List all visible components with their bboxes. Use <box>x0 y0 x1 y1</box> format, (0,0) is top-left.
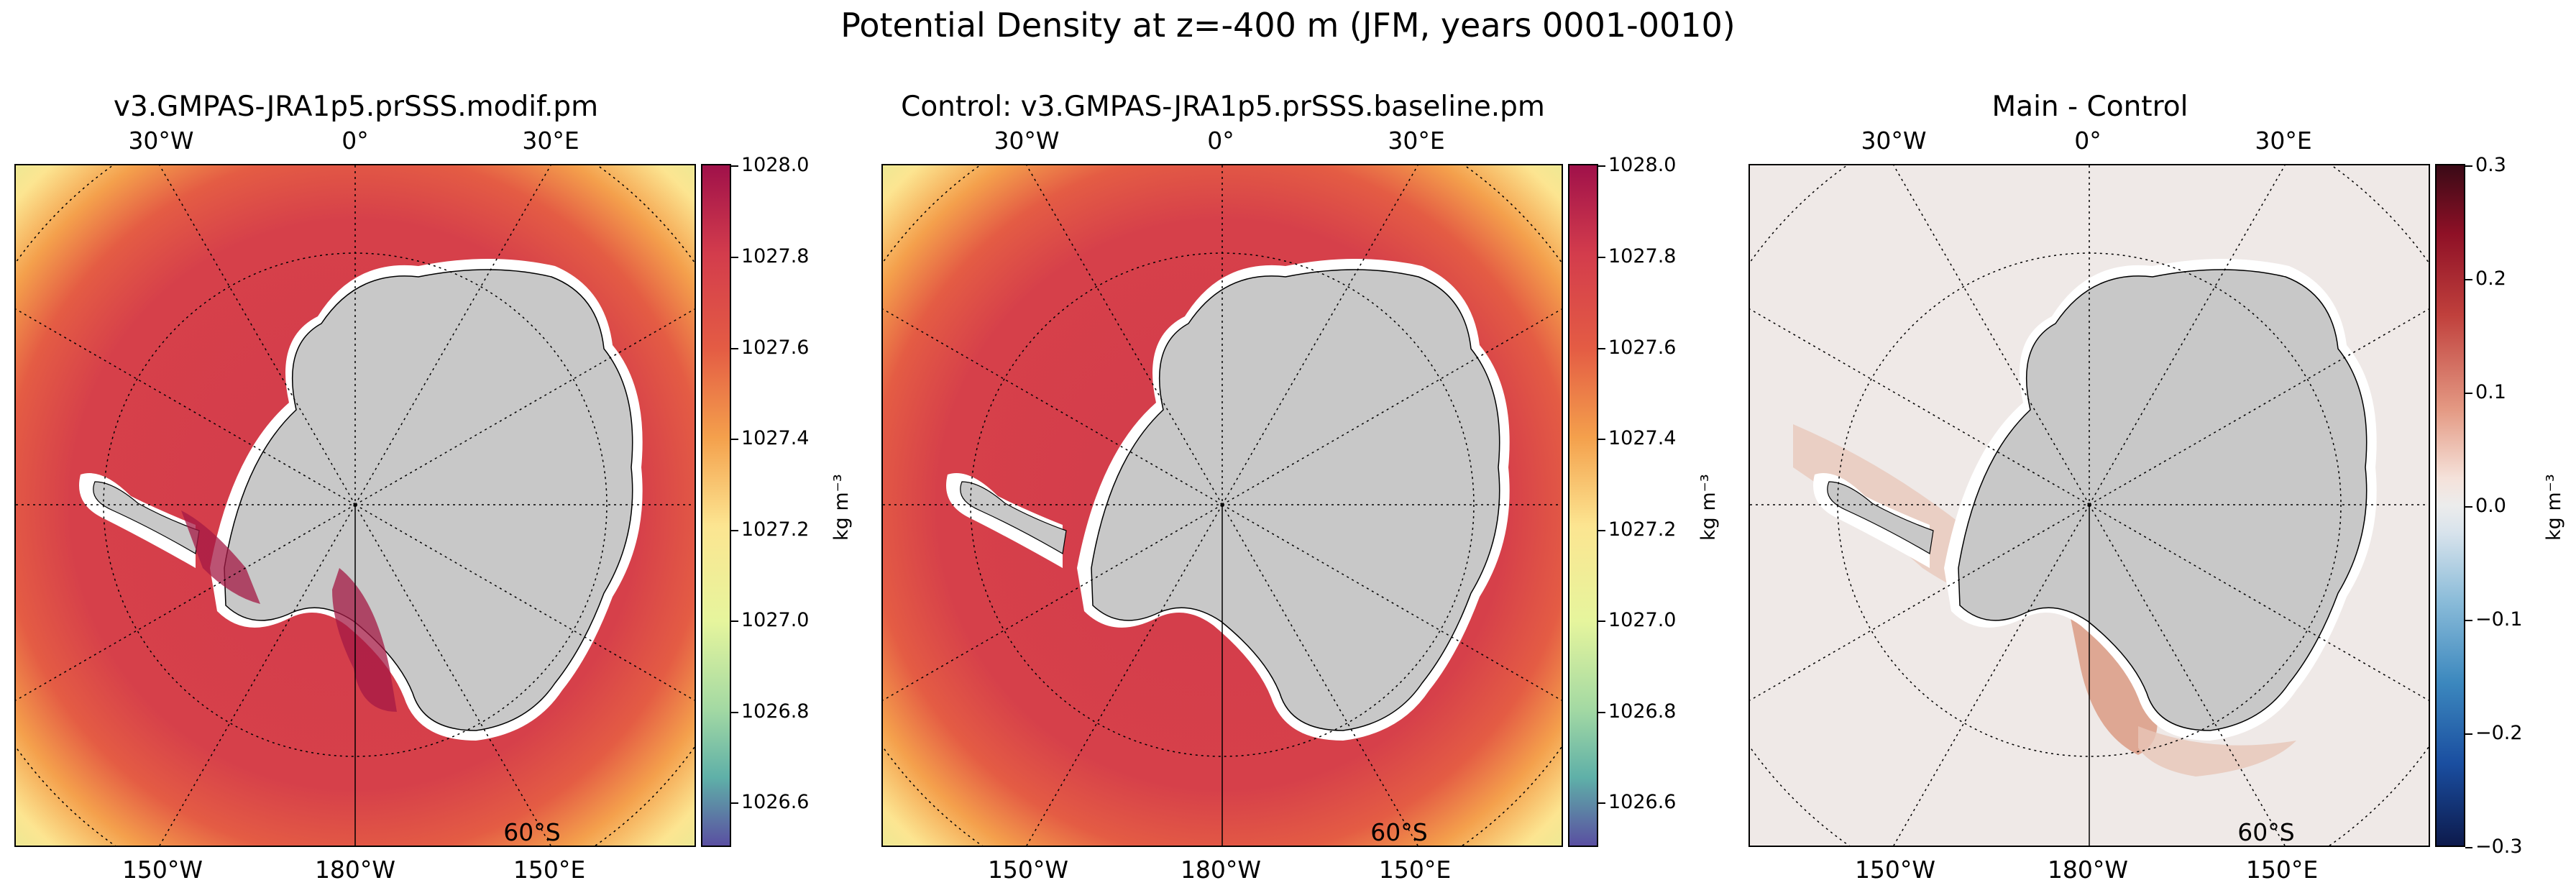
panel-3-cb-tick: 0.0 <box>2465 495 2506 517</box>
panel-3-cb-tick: −0.2 <box>2465 722 2523 744</box>
panel-2-cb-tick: 1027.0 <box>1598 609 1677 631</box>
panel-2-cb-tick: 1027.4 <box>1598 427 1677 449</box>
panel-2-cb-tick: 1027.2 <box>1598 518 1677 541</box>
panel-3-amundsen-positive <box>2138 726 2296 777</box>
panel-3-cb-tick: 0.3 <box>2465 154 2506 176</box>
panel-2-lat-label: 60°S <box>1370 818 1428 846</box>
panel-3-cb-tick: −0.3 <box>2465 835 2523 858</box>
panel-3-cb-label: kg m⁻³ <box>2543 474 2565 541</box>
panel-1-cb-tick: 1027.2 <box>730 518 810 541</box>
panel-2-peninsula <box>960 481 1067 554</box>
panel-2-map <box>881 164 1563 847</box>
panel-2-top-tick-0: 0° <box>1207 127 1234 155</box>
panel-3-land <box>1958 269 2368 731</box>
panel-2-top-tick-30e: 30°E <box>1388 127 1445 155</box>
panel-3-bottom-tick-180w: 180°W <box>2047 856 2129 884</box>
panel-3-bottom-tick-150w: 150°W <box>1854 856 1936 884</box>
panel-1-cb-tick: 1026.6 <box>730 791 810 813</box>
panel-2-title: Control: v3.GMPAS-JRA1p5.prSSS.baseline.… <box>901 91 1545 123</box>
panel-3-top-tick-30w: 30°W <box>1861 127 1927 155</box>
panel-2-colorbar <box>1568 164 1598 847</box>
panel-1-cb-label: kg m⁻³ <box>830 474 853 541</box>
panel-2-top-tick-30w: 30°W <box>994 127 1060 155</box>
panel-3-colorbar <box>2435 164 2465 847</box>
panel-1-weddell-dense-patch <box>181 510 260 604</box>
panel-3-top-tick-30e: 30°E <box>2255 127 2312 155</box>
panel-3-cb-tick: 0.1 <box>2465 381 2506 403</box>
panel-1-cb-tick: 1027.8 <box>730 245 810 267</box>
figure-title: Potential Density at z=-400 m (JFM, year… <box>840 6 1736 45</box>
panel-2-cb-label: kg m⁻³ <box>1697 474 1720 541</box>
panel-1-bottom-tick-180w: 180°W <box>314 856 396 884</box>
panel-1-top-tick-30e: 30°E <box>522 127 579 155</box>
panel-2-bottom-tick-150w: 150°W <box>987 856 1069 884</box>
panel-1-bottom-tick-150e: 150°E <box>513 856 586 884</box>
panel-1-ross-dense-patch <box>332 568 397 712</box>
panel-2-cb-tick: 1027.8 <box>1598 245 1677 267</box>
panel-1-top-tick-0: 0° <box>342 127 369 155</box>
panel-3-cb-tick: 0.2 <box>2465 267 2506 290</box>
panel-1-colorbar <box>701 164 731 847</box>
panel-3-map <box>1748 164 2430 847</box>
panel-3-graticule <box>1750 165 2429 846</box>
panel-2-cb-tick: 1027.6 <box>1598 336 1677 359</box>
panel-1-title: v3.GMPAS-JRA1p5.prSSS.modif.pm <box>113 91 599 123</box>
panel-3-title: Main - Control <box>1991 91 2188 123</box>
panel-3-lat-label: 60°S <box>2237 818 2295 846</box>
panel-2-cb-tick: 1028.0 <box>1598 154 1677 176</box>
panel-2-cb-tick: 1026.8 <box>1598 700 1677 723</box>
panel-1-top-tick-30w: 30°W <box>128 127 194 155</box>
panel-1-bottom-tick-150w: 150°W <box>122 856 203 884</box>
panel-2-land <box>1091 269 1500 731</box>
panel-1-lat-label: 60°S <box>503 818 561 846</box>
panel-1-cb-tick: 1027.4 <box>730 427 810 449</box>
panel-3-top-tick-0: 0° <box>2074 127 2101 155</box>
panel-3-bottom-tick-150e: 150°E <box>2245 856 2319 884</box>
panel-1-map <box>14 164 696 847</box>
panel-1-cb-tick: 1027.0 <box>730 609 810 631</box>
panel-1-cb-tick: 1028.0 <box>730 154 810 176</box>
panel-2-cb-tick: 1026.6 <box>1598 791 1677 813</box>
panel-3-peninsula <box>1827 481 1934 554</box>
panel-2-bottom-tick-150e: 150°E <box>1378 856 1452 884</box>
panel-1-cb-tick: 1027.6 <box>730 336 810 359</box>
panel-1-peninsula <box>93 481 200 554</box>
panel-2-bottom-tick-180w: 180°W <box>1180 856 1262 884</box>
panel-1-cb-tick: 1026.8 <box>730 700 810 723</box>
panel-3-cb-tick: −0.1 <box>2465 608 2523 631</box>
